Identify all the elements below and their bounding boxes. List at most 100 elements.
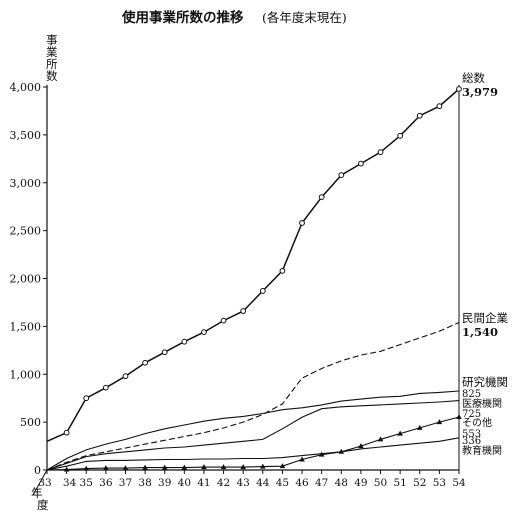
data-point <box>63 429 70 436</box>
x-tick-label: 53 <box>433 477 446 489</box>
y-axis-label-char: 数 <box>46 69 58 83</box>
data-point <box>142 464 148 470</box>
series-value-label: 336 <box>462 436 481 447</box>
data-point <box>103 465 109 471</box>
x-tick-label: 34 <box>63 477 77 489</box>
data-point <box>102 384 109 391</box>
data-point <box>416 424 423 430</box>
series-value-label: 825 <box>462 389 481 400</box>
data-point <box>299 220 305 226</box>
x-tick-label: 43 <box>237 477 250 489</box>
data-point <box>377 436 384 442</box>
x-tick-label: 37 <box>119 477 132 489</box>
data-point <box>142 359 148 366</box>
y-tick-label: 3,000 <box>10 177 42 190</box>
axes <box>32 85 460 496</box>
data-point <box>83 395 90 402</box>
x-tick-label: 44 <box>256 477 270 489</box>
y-axis-label-char: 所 <box>46 57 58 71</box>
data-point <box>318 194 325 201</box>
x-axis-label-char: 度 <box>37 498 49 512</box>
x-tick-label: 40 <box>178 477 191 489</box>
series-group <box>46 86 462 472</box>
series-line <box>46 416 460 471</box>
y-ticks: 4,000 3,500 3,000 2,500 2,000 1,500 1,000 500 0 <box>10 81 47 477</box>
data-point <box>83 465 90 471</box>
data-point <box>299 456 305 462</box>
y-tick-label: 500 <box>20 416 41 429</box>
y-tick-label: 4,000 <box>10 81 42 94</box>
x-tick-label: 35 <box>80 477 93 489</box>
series-name-label: 教育機関 <box>462 444 502 457</box>
data-point <box>259 288 266 294</box>
x-tick-label: 36 <box>99 477 113 489</box>
x-ticks: 33 34 35 36 37 38 39 40 41 42 43 44 45 46 47 48 49 50 51 52… <box>38 470 466 489</box>
data-point <box>161 464 168 470</box>
data-point <box>397 430 403 436</box>
series-name-label: 医療機関 <box>462 397 502 410</box>
data-point <box>436 419 443 425</box>
x-tick-label: 51 <box>393 477 406 489</box>
series-line <box>46 390 460 471</box>
series-value-label: 553 <box>462 429 481 440</box>
x-tick-label: 50 <box>374 477 387 489</box>
y-tick-label: 2,000 <box>10 273 42 286</box>
data-point <box>279 463 286 469</box>
data-point <box>181 338 188 345</box>
data-point <box>122 373 129 380</box>
x-axis-label-char: 年 <box>31 486 43 500</box>
series-6 <box>46 437 460 471</box>
data-point <box>358 160 364 167</box>
x-tick-label: 54 <box>452 477 466 489</box>
data-point <box>201 464 207 470</box>
data-point <box>456 86 462 92</box>
x-tick-label: 39 <box>158 477 171 489</box>
series-name-label: その他 <box>462 416 492 429</box>
axis-corner-diagonal <box>32 469 48 496</box>
x-axis-label: 年度 <box>31 486 49 512</box>
x-tick-label: 33 <box>38 477 51 489</box>
data-point <box>377 149 384 156</box>
data-point <box>63 466 70 472</box>
series-line <box>46 400 460 471</box>
data-point <box>338 172 345 178</box>
series-value-label: 725 <box>462 409 481 420</box>
x-tick-label: 46 <box>295 477 309 489</box>
data-point <box>220 464 227 470</box>
series-value-label: 3,979 <box>462 85 498 99</box>
y-axis-label: 事業所数 <box>46 33 58 83</box>
chart-title-group: 使用事業所数の推移 (各年度末現在) <box>121 9 347 26</box>
data-point <box>240 464 246 470</box>
y-tick-label: 2,500 <box>10 225 42 238</box>
data-point <box>122 465 129 471</box>
series-line <box>46 437 460 471</box>
y-axis-label-char: 事 <box>46 33 58 47</box>
y-tick-label: 1,500 <box>10 320 42 333</box>
chart-subtitle: (各年度末現在) <box>262 10 347 25</box>
series-name-label: 研究機関 <box>462 375 508 389</box>
series-3 <box>46 390 460 471</box>
data-point <box>220 317 227 324</box>
series-4 <box>46 400 460 471</box>
data-point <box>201 329 207 336</box>
data-point <box>436 103 443 110</box>
y-tick-label: 0 <box>34 464 41 477</box>
data-point <box>416 112 423 119</box>
x-tick-label: 38 <box>138 477 151 489</box>
x-tick-label: 45 <box>276 477 289 489</box>
series-2 <box>46 321 460 471</box>
x-tick-label: 48 <box>335 477 348 489</box>
data-point <box>397 132 404 139</box>
x-tick-label: 47 <box>315 477 328 489</box>
series-name-label: 総数 <box>462 71 485 85</box>
series-line <box>46 88 460 442</box>
series-line <box>46 321 460 471</box>
y-tick-label: 3,500 <box>10 129 42 142</box>
y-tick-label: 1,000 <box>10 368 42 381</box>
data-point <box>358 443 364 449</box>
series-5 <box>46 414 462 472</box>
y-axis-label-char: 業 <box>46 45 58 59</box>
series-1 <box>46 86 462 442</box>
